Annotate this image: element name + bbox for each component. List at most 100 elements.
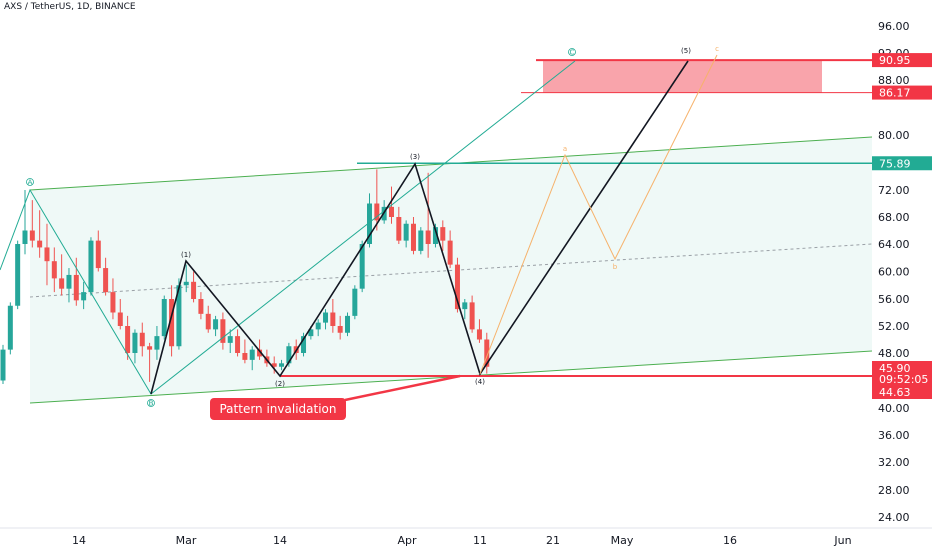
candle (323, 309, 329, 330)
candle-body (132, 332, 138, 353)
candle (88, 237, 94, 296)
target-zone (543, 60, 822, 93)
target-zones (543, 60, 822, 93)
chart-header: AXS / TetherUS, 1D, BINANCE (4, 2, 136, 12)
candle-body (227, 336, 233, 343)
candle-body (271, 363, 277, 367)
channel-lines (29, 59, 873, 404)
badge-44-63: 44.63 (872, 385, 932, 399)
wave-label-alt-b: b (613, 263, 618, 271)
candle-body (484, 339, 490, 367)
candle-body (191, 281, 197, 299)
candle (183, 264, 189, 293)
badge-86-17: 86.17 (872, 85, 932, 100)
x-tick-label: Jun (833, 534, 851, 547)
candle-body (367, 203, 372, 244)
y-tick-label: 80.00 (878, 129, 910, 142)
wave-label-B-text: B (149, 400, 154, 408)
candle-body (432, 227, 438, 244)
y-axis: 96.0092.0088.0080.0076.0072.0068.0064.00… (872, 0, 932, 550)
x-tick-label: 14 (72, 534, 86, 547)
wave-label-1: (1) (181, 251, 191, 259)
badge-90-95-box (872, 53, 932, 68)
candle (44, 223, 50, 286)
candle-body (476, 329, 482, 340)
y-tick-label: 96.00 (878, 20, 910, 33)
candle (51, 247, 57, 293)
candle-body (410, 223, 416, 251)
badge-current-price-text: 45.90 (879, 362, 911, 375)
y-tick-label: 48.00 (878, 347, 910, 360)
invalidation-callout: Pattern invalidation (210, 374, 461, 420)
candle (257, 339, 263, 360)
candle (110, 278, 116, 320)
candle-body (183, 281, 189, 286)
candle (132, 329, 138, 364)
badge-86-17-text: 86.17 (879, 87, 911, 100)
candles (0, 169, 490, 384)
candle-body (73, 274, 79, 301)
badge-90-95: 90.95 (872, 53, 932, 68)
candle (22, 190, 28, 255)
candle (95, 230, 101, 272)
y-tick-label: 88.00 (878, 74, 910, 87)
candle-body (388, 206, 394, 217)
candle-body (235, 336, 241, 353)
candle-body (337, 326, 343, 333)
wave-label-C-ring (568, 48, 576, 56)
y-tick-label: 24.00 (878, 511, 910, 524)
candle-body (51, 261, 57, 279)
candle-body (330, 312, 336, 326)
candle (66, 268, 72, 303)
wave-label-4: (4) (475, 378, 485, 386)
candle-body (139, 332, 145, 347)
x-axis: 14 Mar 14 Apr 11 21 May 16 Jun (0, 527, 932, 547)
candle-body (279, 363, 285, 367)
candle (403, 220, 409, 248)
candle (169, 285, 175, 357)
candle (337, 315, 343, 340)
y-tick-label: 28.00 (878, 484, 910, 497)
y-tick-label: 52.00 (878, 320, 910, 333)
candle (330, 299, 336, 333)
candle (249, 346, 255, 371)
candle-body (345, 315, 351, 333)
candle (0, 344, 6, 384)
candle (7, 302, 13, 355)
candle (315, 319, 321, 337)
y-tick-label: 40.00 (878, 402, 910, 415)
candle-body (462, 302, 468, 310)
candle-body (22, 230, 28, 244)
candle (37, 210, 43, 258)
candle-body (213, 319, 219, 330)
candle-body (169, 299, 175, 347)
candle-body (374, 203, 380, 221)
candle-body (88, 240, 94, 293)
candle (161, 295, 167, 340)
candle (220, 312, 226, 350)
badge-44-63-text: 44.63 (879, 386, 911, 399)
x-tick-label: 14 (273, 534, 287, 547)
candle-body (37, 240, 43, 248)
candle-body (308, 329, 314, 337)
callout-box (210, 398, 346, 420)
candle (117, 299, 123, 330)
candle (242, 339, 248, 364)
candle-body (323, 312, 329, 323)
x-tick-label: Mar (176, 534, 197, 547)
candle (147, 342, 153, 382)
wave-label-A: A (26, 178, 34, 187)
badge-75-89: 75.89 (872, 156, 932, 171)
candle-body (352, 288, 358, 316)
y-tick-label: 32.00 (878, 456, 910, 469)
candle-body (125, 326, 131, 353)
candle-body (103, 268, 109, 293)
candle (271, 356, 277, 374)
candle-body (257, 349, 263, 357)
candle-body (286, 346, 292, 364)
wave-label-C: C (568, 48, 576, 57)
candle-body (95, 240, 101, 269)
y-tick-label: 72.00 (878, 184, 910, 197)
candle (301, 332, 307, 357)
